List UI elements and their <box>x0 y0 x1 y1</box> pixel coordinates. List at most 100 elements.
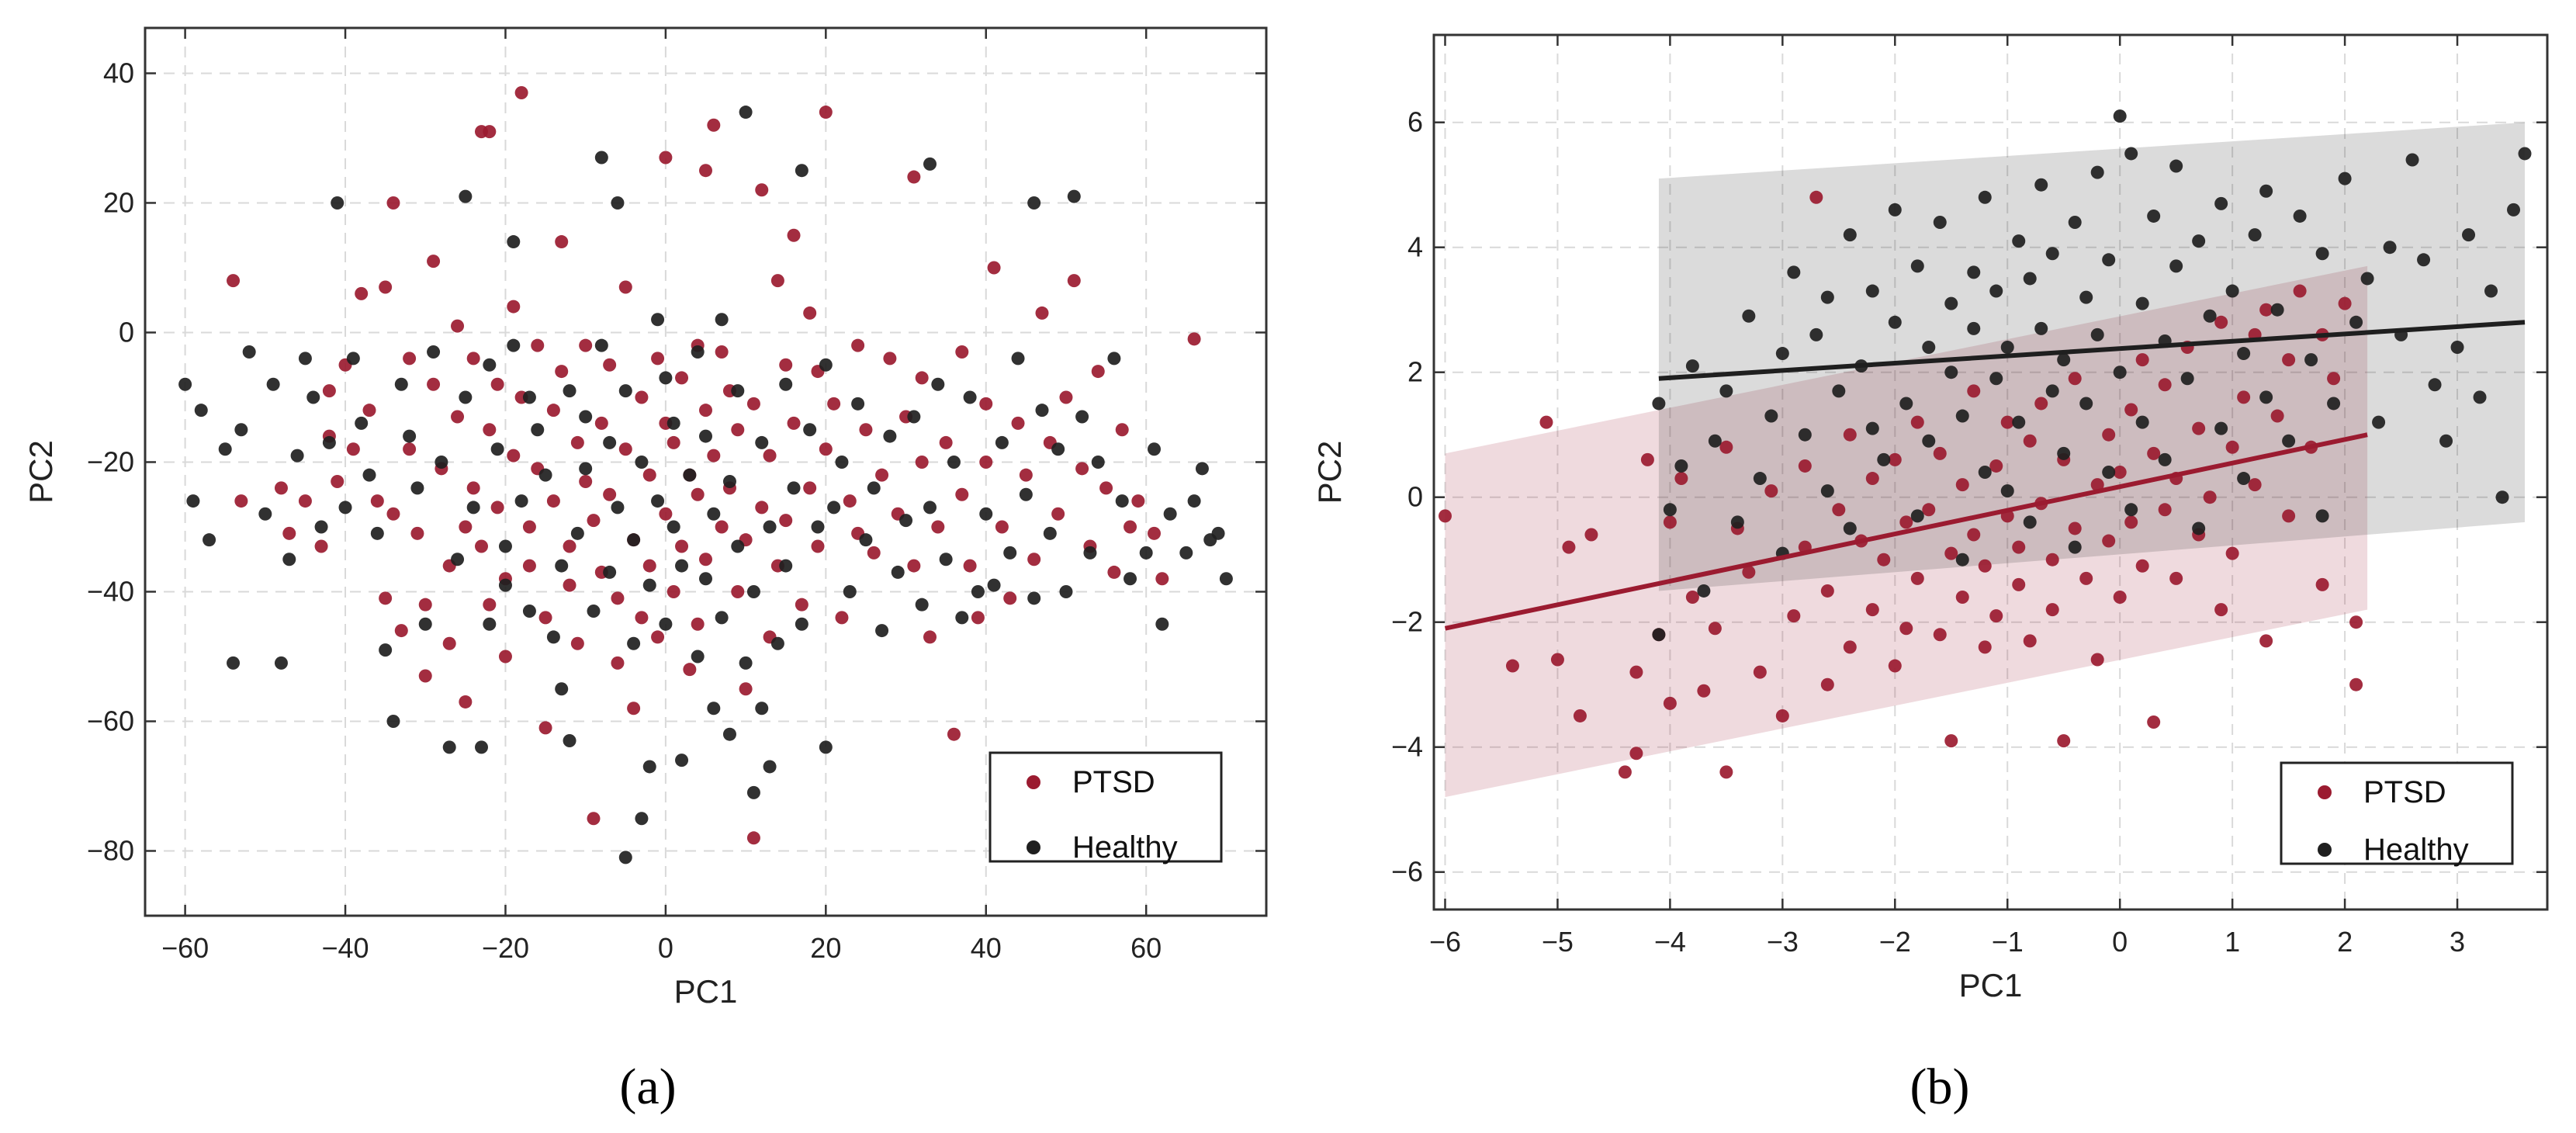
panel-a-point-healthy <box>1051 442 1065 456</box>
panel-b-point-ptsd <box>1865 603 1879 617</box>
panel-a-y-tick-label: −60 <box>87 705 134 736</box>
panel-a-point-healthy <box>594 151 608 165</box>
panel-b-point-healthy <box>2158 452 2172 466</box>
panel-a-point-ptsd <box>603 358 617 372</box>
panel-b-point-ptsd <box>2338 296 2352 310</box>
panel-b-point-ptsd <box>2315 577 2329 591</box>
panel-b-point-ptsd <box>1438 509 1452 523</box>
panel-a-point-ptsd <box>699 553 712 566</box>
panel-b-point-healthy <box>1910 259 1924 273</box>
panel-b-point-healthy <box>1730 515 1744 529</box>
panel-b-point-ptsd <box>1955 591 1969 604</box>
panel-a-point-healthy <box>859 533 873 547</box>
panel-a-point-ptsd <box>587 514 601 528</box>
panel-b-point-ptsd <box>2113 591 2127 604</box>
panel-b-point-healthy <box>2000 484 2014 498</box>
panel-a-point-healthy <box>939 553 953 566</box>
panel-b-point-healthy <box>2090 327 2104 341</box>
panel-b-point-healthy <box>1989 372 2003 386</box>
panel-b-point-ptsd <box>2012 540 2026 554</box>
panel-b-point-healthy <box>2192 234 2206 248</box>
panel-b-x-tick-label: 0 <box>2112 926 2128 958</box>
panel-a-point-ptsd <box>563 578 576 592</box>
panel-a-point-healthy <box>803 423 817 437</box>
panel-a-point-healthy <box>1019 487 1033 501</box>
panel-a-point-healthy <box>851 397 865 411</box>
panel-a-point-healthy <box>947 455 961 469</box>
panel-a-point-ptsd <box>490 501 504 515</box>
panel-a-point-ptsd <box>995 520 1009 534</box>
panel-a-x-axis-label: PC1 <box>674 973 738 1010</box>
panel-a-point-ptsd <box>699 164 712 178</box>
panel-a-point-healthy <box>699 572 712 586</box>
panel-b-point-healthy <box>1865 421 1879 435</box>
panel-a-point-healthy <box>746 584 760 598</box>
panel-a-point-ptsd <box>1051 507 1065 521</box>
panel-b-point-healthy <box>2135 296 2149 310</box>
panel-a-point-ptsd <box>642 468 656 482</box>
panel-b-point-ptsd <box>2169 571 2183 585</box>
panel-a-point-ptsd <box>819 442 833 456</box>
panel-a-point-healthy <box>466 501 480 515</box>
panel-a-point-ptsd <box>451 319 465 333</box>
panel-a-x-tick-label: −60 <box>161 932 209 964</box>
panel-b-point-healthy <box>2405 153 2419 167</box>
panel-a-x-tick-label: −40 <box>321 932 369 964</box>
panel-a-point-ptsd <box>331 475 345 489</box>
panel-a-point-healthy <box>322 435 336 449</box>
panel-b-legend-marker-healthy <box>2318 843 2332 857</box>
panel-a-point-healthy <box>642 578 656 592</box>
panel-a-point-ptsd <box>1124 520 1137 534</box>
panel-a-point-healthy <box>667 416 680 430</box>
panel-a-point-ptsd <box>386 507 400 521</box>
panel-b-x-tick-label: 1 <box>2225 926 2240 958</box>
panel-a-point-ptsd <box>522 559 536 573</box>
panel-a-point-ptsd <box>1115 423 1129 437</box>
panel-a-point-healthy <box>995 435 1009 449</box>
panel-a-point-ptsd <box>475 539 488 553</box>
panel-a-point-ptsd <box>819 106 833 120</box>
panel-a-point-healthy <box>522 605 536 618</box>
panel-b-point-ptsd <box>1820 677 1834 691</box>
panel-b-point-ptsd <box>2124 403 2138 417</box>
panel-b-point-ptsd <box>1978 559 1992 573</box>
panel-a-point-ptsd <box>651 352 665 366</box>
panel-a-point-healthy <box>1067 189 1081 203</box>
panel-a-point-ptsd <box>811 539 825 553</box>
panel-a-point-healthy <box>394 377 408 391</box>
panel-b-point-ptsd <box>2327 372 2341 386</box>
panel-a-point-ptsd <box>1011 416 1025 430</box>
panel-b-point-healthy <box>2124 503 2138 517</box>
panel-a-point-ptsd <box>875 468 889 482</box>
panel-a-point-ptsd <box>731 423 745 437</box>
panel-a-point-ptsd <box>379 280 393 294</box>
panel-a-point-ptsd <box>611 591 625 605</box>
panel-b-point-ptsd <box>1764 484 1778 498</box>
panel-a-point-ptsd <box>763 449 777 463</box>
panel-b-point-ptsd <box>1922 503 1936 517</box>
panel-a-point-healthy <box>1124 572 1137 586</box>
panel-a-point-ptsd <box>963 559 977 573</box>
panel-b-point-ptsd <box>2147 715 2161 729</box>
panel-b-point-healthy <box>1978 466 1992 479</box>
panel-b-point-ptsd <box>1989 459 2003 473</box>
panel-b-point-healthy <box>1652 628 1666 642</box>
panel-a-point-ptsd <box>1019 468 1033 482</box>
panel-a-point-ptsd <box>451 410 465 424</box>
panel-a-point-healthy <box>1035 404 1049 418</box>
panel-a-point-healthy <box>755 435 769 449</box>
panel-a-point-ptsd <box>715 345 729 359</box>
panel-a-point-ptsd <box>555 365 569 379</box>
panel-b-point-ptsd <box>2090 478 2104 492</box>
panel-a-point-ptsd <box>755 501 769 515</box>
panel-b-point-ptsd <box>2214 603 2228 617</box>
panel-a-point-ptsd <box>618 280 632 294</box>
panel-a-point-healthy <box>691 345 705 359</box>
panel-a-point-ptsd <box>1148 526 1161 540</box>
panel-b-point-ptsd <box>1663 696 1677 710</box>
panel-b-point-ptsd <box>2225 440 2239 454</box>
panel-b-point-ptsd <box>2034 397 2048 411</box>
panel-b-point-ptsd <box>1539 415 1553 429</box>
panel-b-point-ptsd <box>2237 390 2251 404</box>
panel-a-point-healthy <box>659 617 673 631</box>
